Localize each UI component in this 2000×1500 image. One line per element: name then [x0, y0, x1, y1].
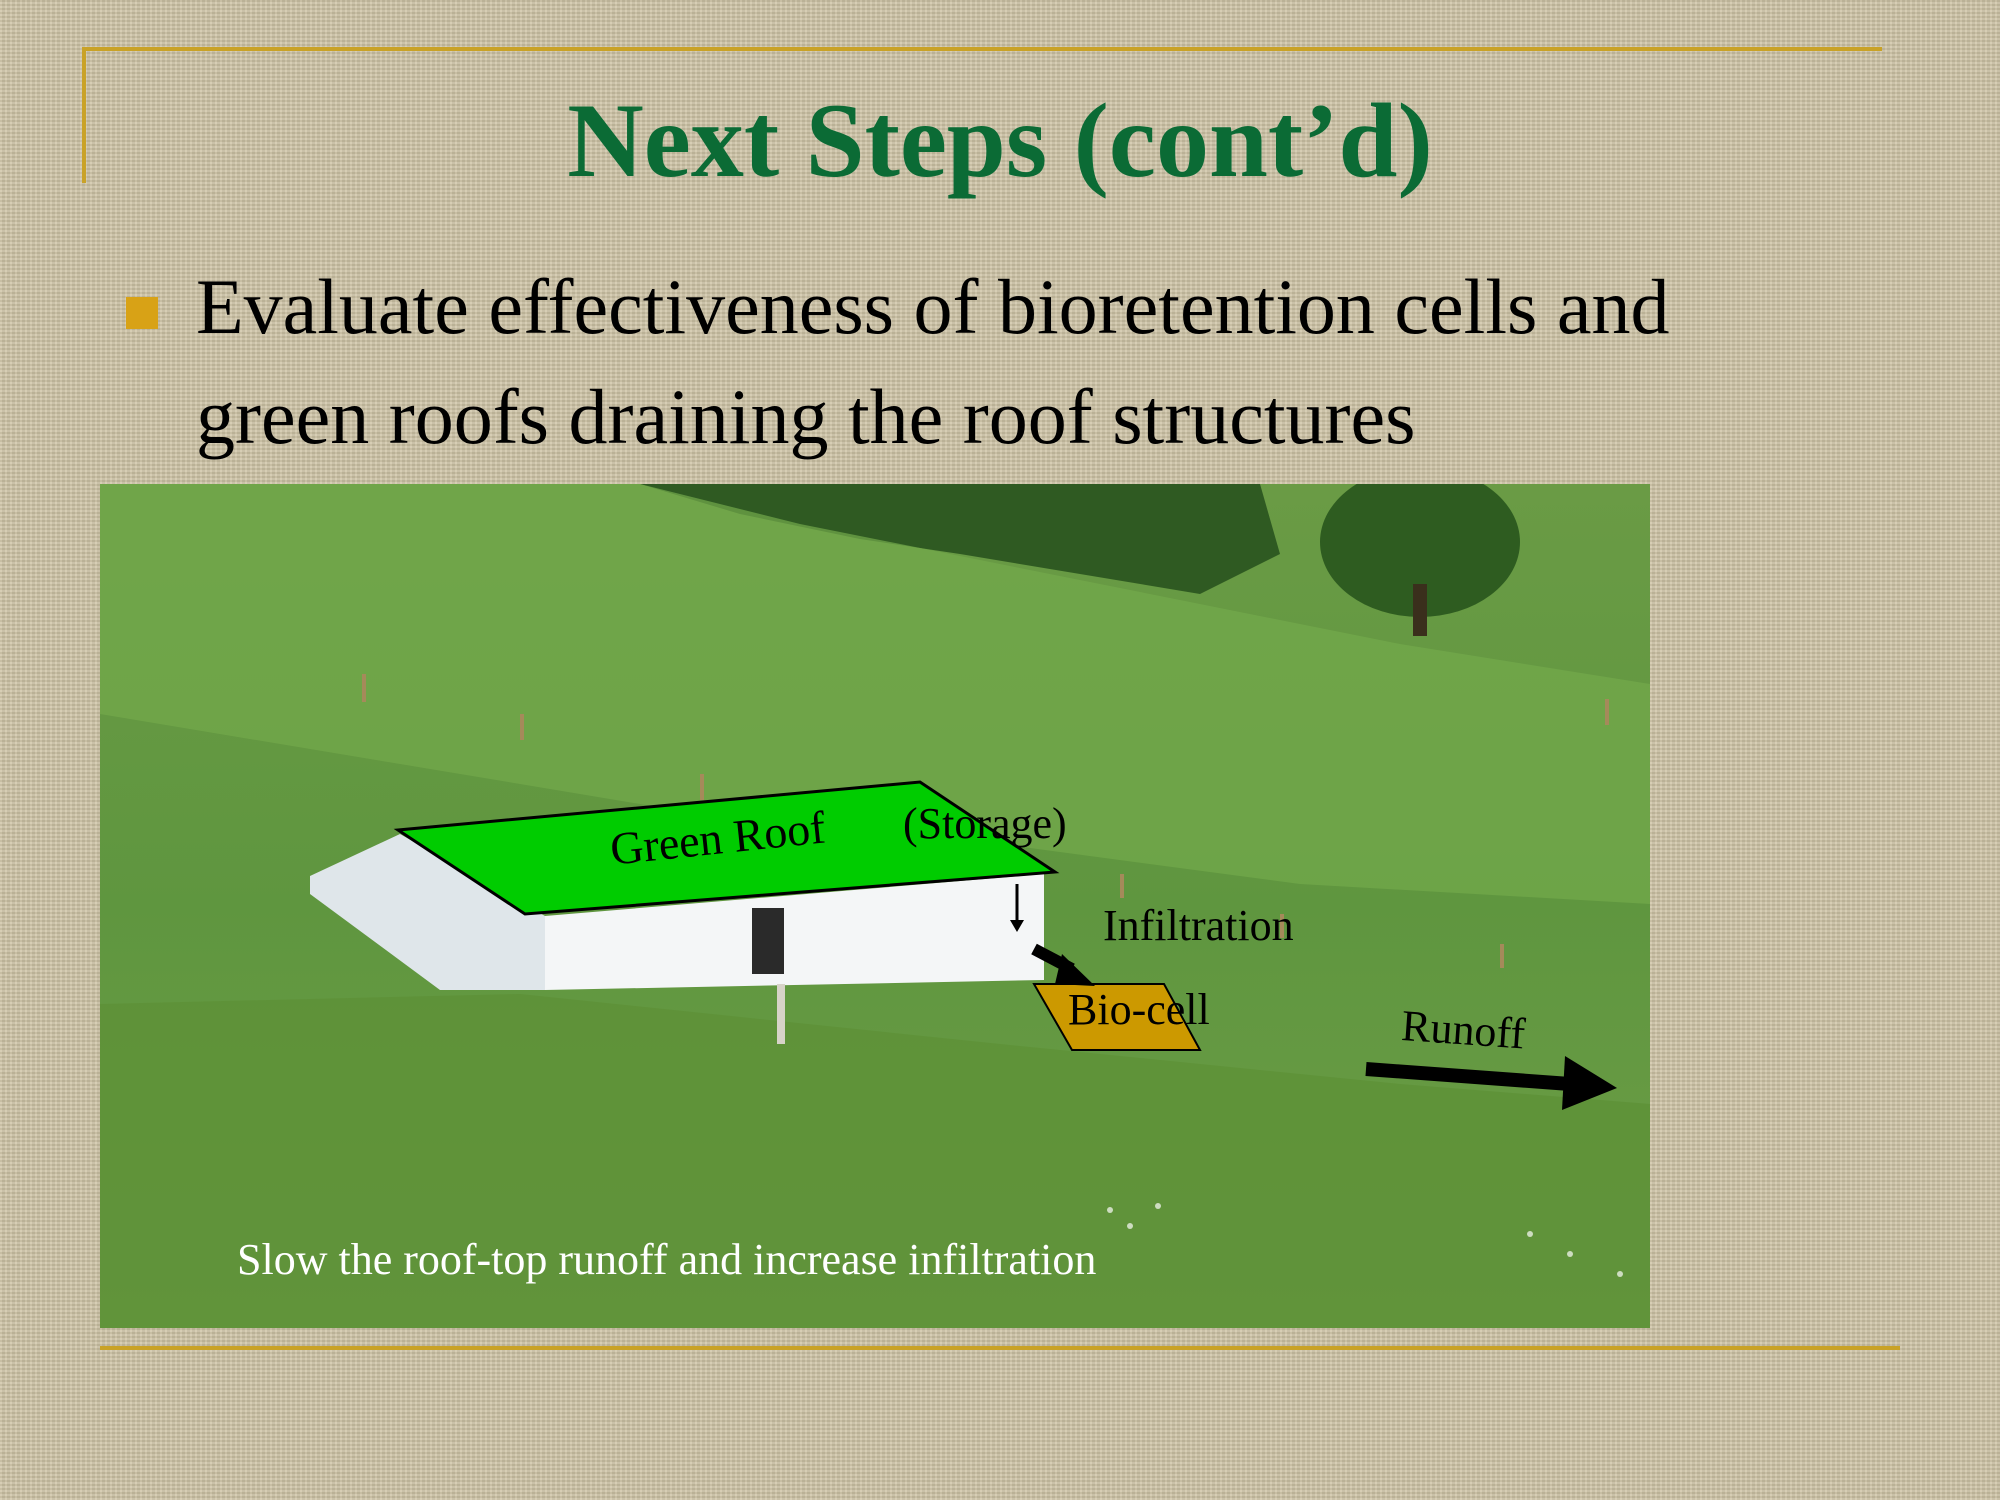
- bullet-text: Evaluate effectiveness of bioretention c…: [196, 263, 1670, 460]
- left-rule: [82, 47, 86, 183]
- bio-cell-label: Bio-cell: [1068, 985, 1210, 1034]
- barn-end-wall: [310, 834, 545, 990]
- runoff-arrow: [1365, 1062, 1571, 1091]
- storage-label: (Storage): [903, 799, 1067, 848]
- top-rule: [82, 47, 1882, 51]
- bullet-square-icon: [126, 297, 158, 329]
- figure-caption: Slow the roof-top runoff and increase in…: [237, 1235, 1097, 1284]
- bottom-rule: [100, 1346, 1900, 1350]
- bio-cell-shape: [1032, 983, 1202, 1051]
- runoff-label: Runoff: [1399, 1001, 1527, 1059]
- tree-line: [640, 484, 1280, 594]
- photo-background: [100, 484, 1650, 1328]
- infiltration-label: Infiltration: [1103, 901, 1294, 950]
- green-roof-shape: [393, 780, 1060, 916]
- barn-front-wall: [545, 874, 1044, 990]
- tree: [1320, 484, 1520, 617]
- farm-photo-figure: Green Roof (Storage) Infiltration Bio-ce…: [100, 484, 1650, 1328]
- slide-title: Next Steps (cont’d): [567, 82, 1433, 199]
- barn-door: [752, 908, 784, 974]
